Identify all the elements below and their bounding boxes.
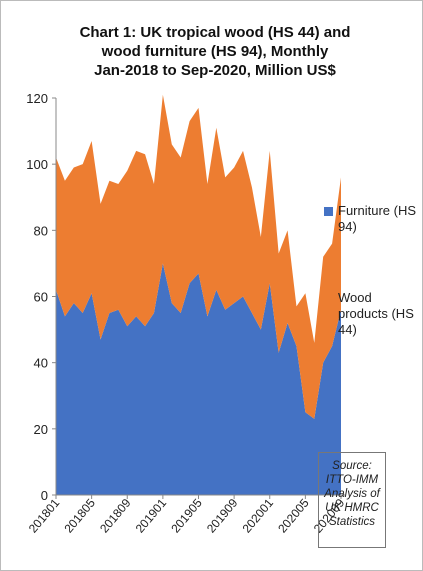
legend-label: Furniture (HS 94)	[338, 203, 417, 234]
legend-label: Wood products (HS 44)	[338, 290, 414, 337]
y-tick-label: 0	[41, 488, 48, 503]
x-tick-label: 201909	[204, 496, 241, 536]
x-tick-label: 202005	[275, 496, 312, 536]
chart-title: Chart 1: UK tropical wood (HS 44) and	[80, 24, 351, 41]
chart-title: Jan-2018 to Sep-2020, Million US$	[94, 62, 336, 79]
x-tick-label: 202001	[240, 496, 277, 536]
y-tick-label: 80	[34, 223, 48, 238]
x-tick-label: 201809	[97, 496, 134, 536]
x-tick-label: 201905	[168, 496, 205, 536]
legend-swatch	[324, 207, 333, 216]
y-tick-label: 20	[34, 422, 48, 437]
legend-item: Wood products (HS 44)	[324, 290, 418, 338]
chart-title: wood furniture (HS 94), Monthly	[101, 43, 329, 60]
area	[56, 263, 341, 495]
x-tick-label: 201901	[133, 496, 170, 536]
x-tick-label: 201805	[61, 496, 98, 536]
y-tick-label: 60	[34, 290, 48, 305]
y-tick-label: 120	[26, 91, 48, 106]
legend-swatch	[324, 294, 333, 303]
y-tick-label: 100	[26, 157, 48, 172]
area	[56, 94, 341, 419]
y-tick-label: 40	[34, 356, 48, 371]
legend-item: Furniture (HS 94)	[324, 203, 418, 235]
source-note: Source: ITTO-IMM Analysis of UK HMRC Sta…	[318, 452, 386, 548]
